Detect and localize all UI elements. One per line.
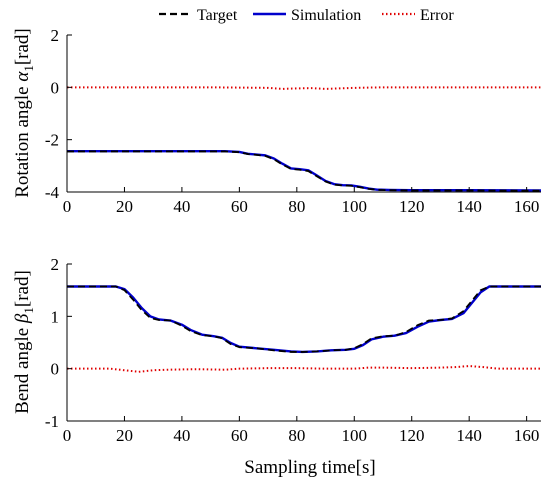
x-tick-label: 0 <box>63 197 72 216</box>
x-tick-label: 140 <box>456 426 482 445</box>
x-tick-label: 80 <box>288 197 305 216</box>
series-line-target <box>67 150 541 192</box>
x-tick-label: 140 <box>456 197 482 216</box>
x-tick-label: 40 <box>173 197 190 216</box>
y-axis-label: Rotation angle α1[rad] <box>12 28 36 198</box>
x-tick-label: 160 <box>514 197 540 216</box>
x-tick-label: 120 <box>399 197 425 216</box>
y-tick-label: -1 <box>45 412 59 431</box>
x-tick-label: 120 <box>399 426 425 445</box>
x-tick-label: 100 <box>342 426 368 445</box>
legend-label-simulation: Simulation <box>291 7 361 24</box>
series-group <box>67 285 541 373</box>
x-axis-label: Sampling time[s] <box>244 457 375 478</box>
legend-label-error: Error <box>420 7 454 24</box>
x-tick-label: 20 <box>116 426 133 445</box>
series-line-target <box>67 285 541 353</box>
x-tick-label: 60 <box>231 426 248 445</box>
x-tick-label: 100 <box>342 197 368 216</box>
x-tick-label: 160 <box>514 426 540 445</box>
x-tick-label: 40 <box>173 426 190 445</box>
y-tick-label: -4 <box>45 183 60 202</box>
y-tick-label: 1 <box>51 307 60 326</box>
x-tick-label: 20 <box>116 197 133 216</box>
legend-label-target: Target <box>197 7 238 24</box>
rotation-angle-plot: 0 20 40 60 80 100 120 140 160 -4 -2 0 2 Rotation angl… <box>12 26 541 216</box>
x-tick-label: 0 <box>63 426 72 445</box>
x-tick-label: 60 <box>231 197 248 216</box>
x-tick-label: 80 <box>288 426 305 445</box>
series-line-error <box>67 86 541 90</box>
y-tick-label: -2 <box>45 131 59 150</box>
series-line-error <box>67 365 541 373</box>
y-tick-label: 0 <box>51 360 60 379</box>
y-axis-label: Bend angle β1[rad] <box>12 270 36 414</box>
legend: Target Simulation Error <box>159 7 454 24</box>
y-tick-label: 0 <box>51 78 60 97</box>
y-tick-label: 2 <box>51 26 60 45</box>
series-group <box>67 86 541 192</box>
y-tick-label: 2 <box>51 255 60 274</box>
series-line-simulation <box>67 285 541 354</box>
series-line-simulation <box>67 149 541 192</box>
